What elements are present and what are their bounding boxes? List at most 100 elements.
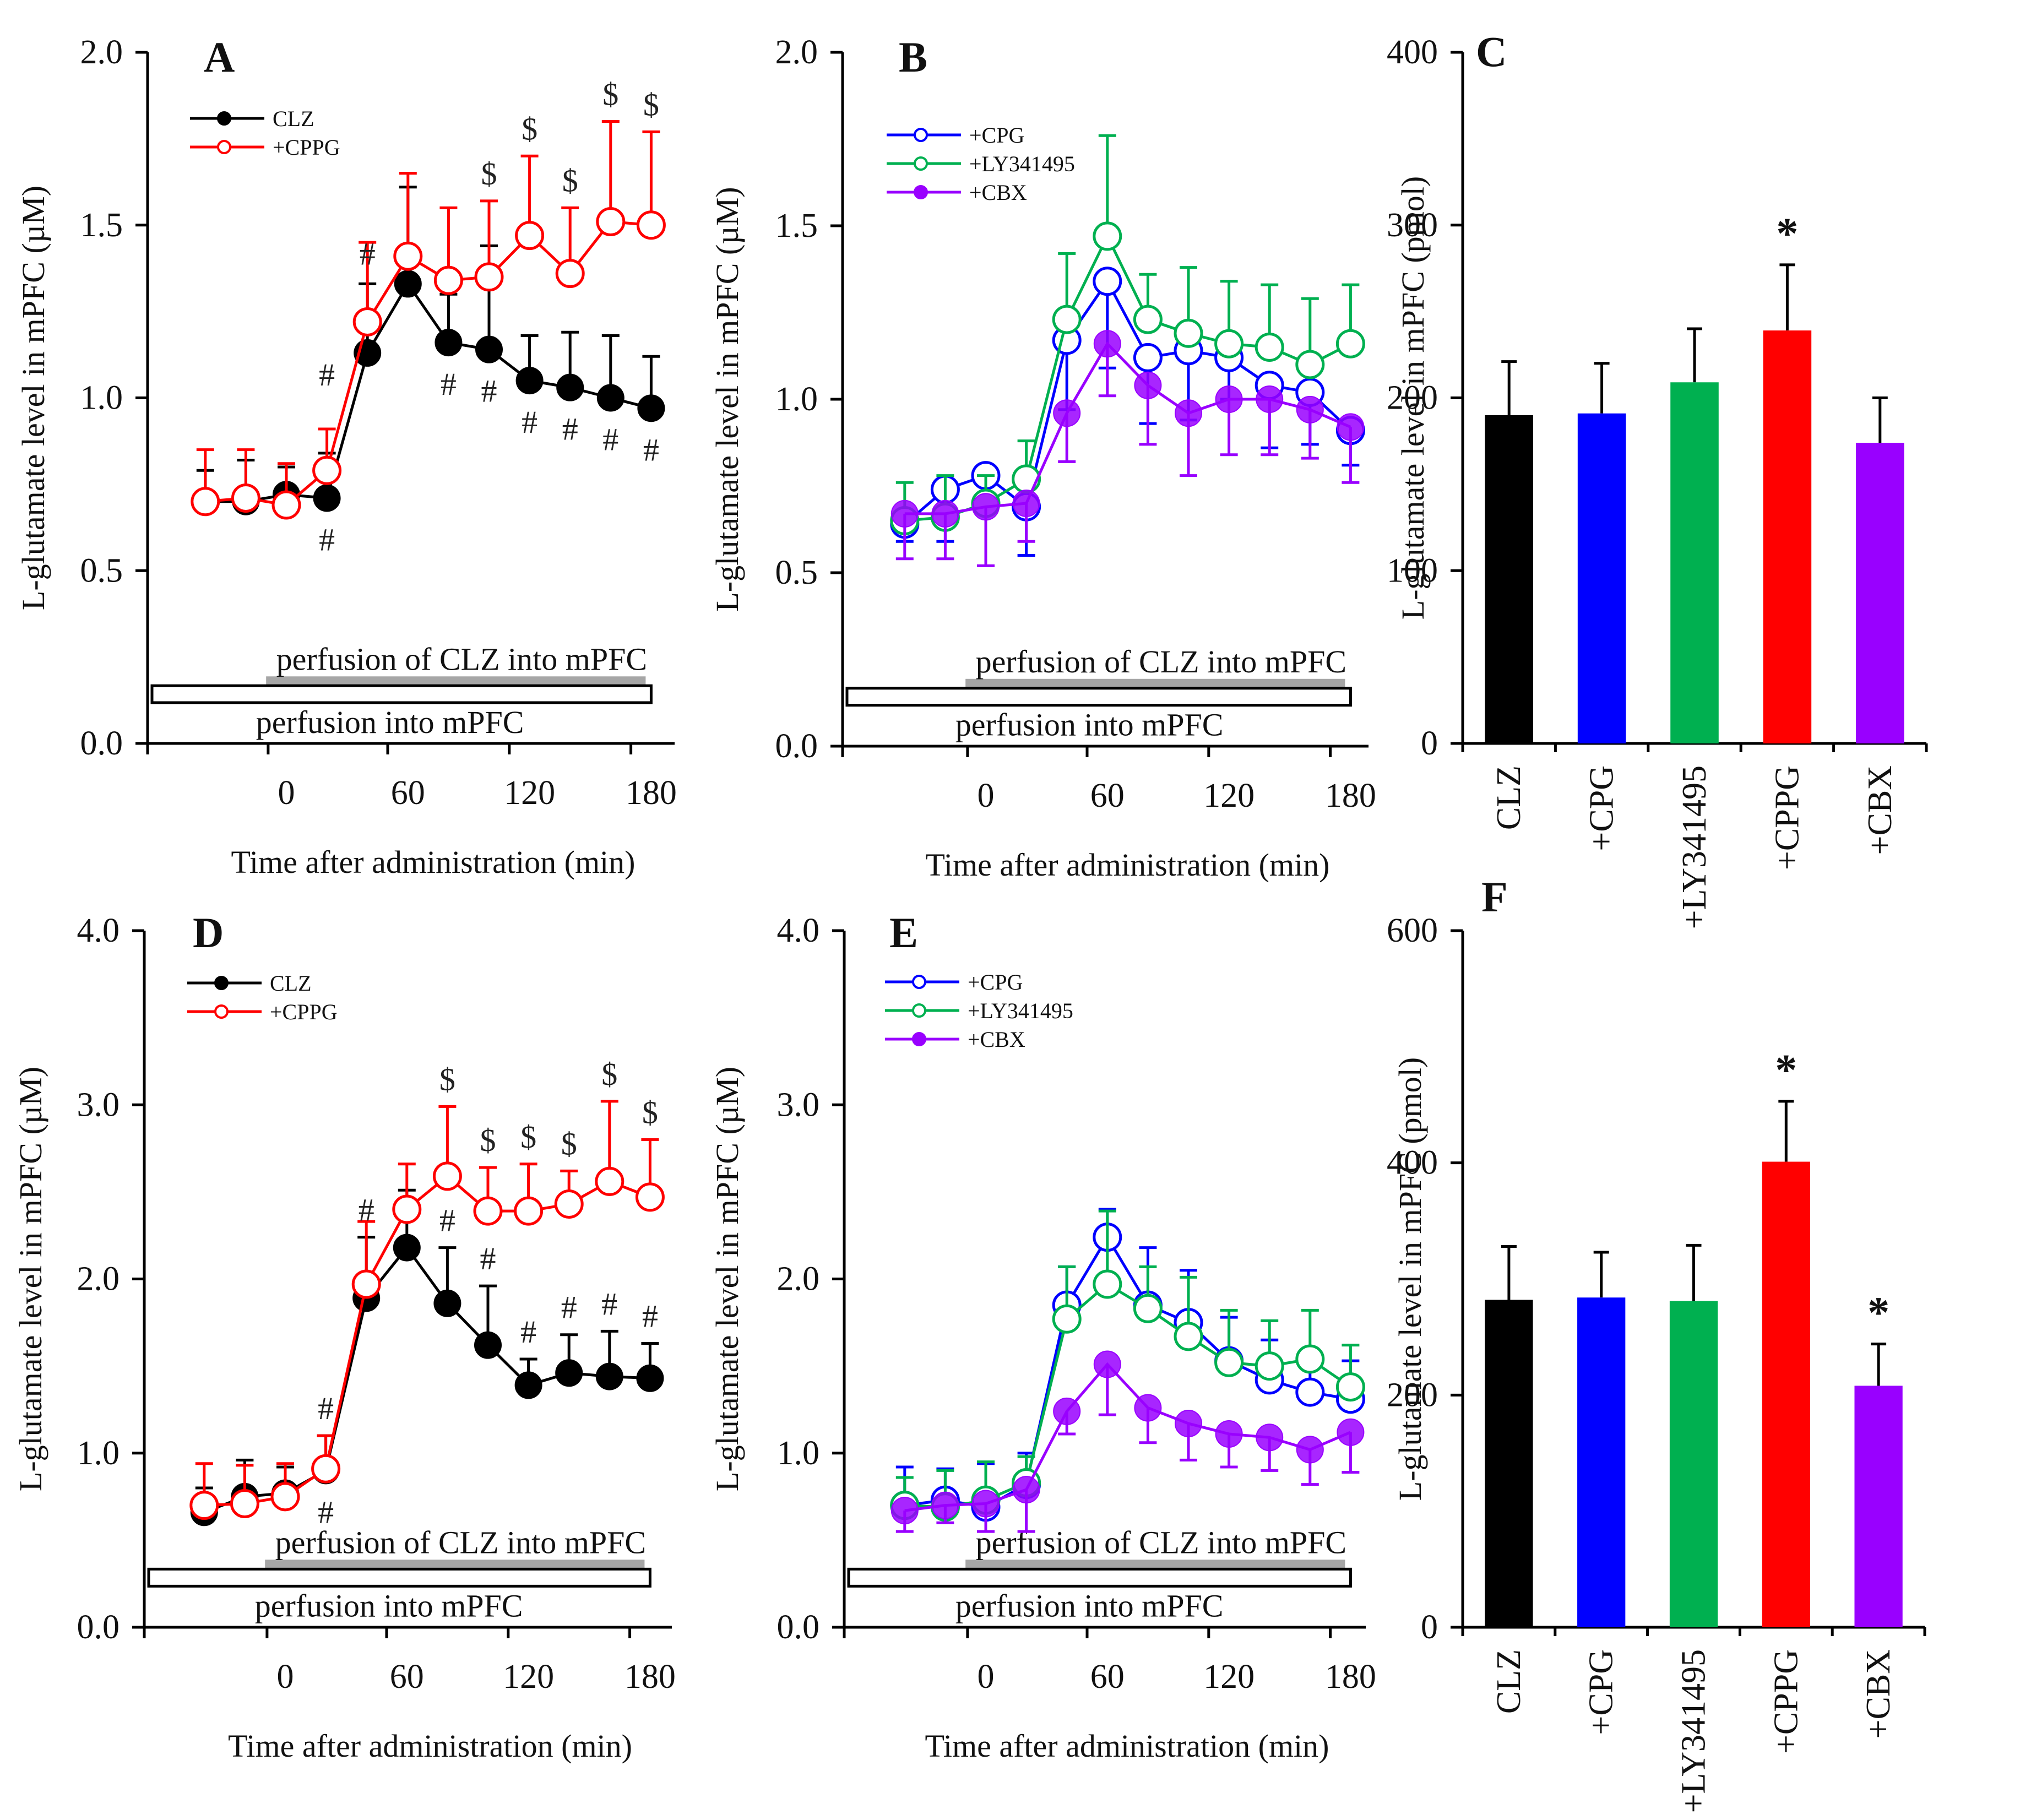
data-point [1175, 1409, 1202, 1437]
x-tick-label: 180 [625, 1658, 676, 1696]
y-tick-label: 400 [1387, 1144, 1438, 1182]
clz-perfusion-label: perfusion of CLZ into mPFC [276, 641, 647, 677]
data-point [1052, 1304, 1082, 1334]
x-tick-label: 120 [504, 774, 555, 812]
hash-annotation: # [561, 1290, 577, 1325]
legend-label: +LY341495 [969, 151, 1075, 176]
category-label: +CPG [1583, 1649, 1620, 1735]
legend-label: +CBX [969, 180, 1027, 205]
data-point [1134, 371, 1162, 399]
data-point [556, 373, 584, 401]
data-point [393, 241, 423, 271]
data-point [270, 1482, 300, 1512]
legend-marker [912, 975, 926, 989]
bar-ly341495 [1670, 382, 1719, 743]
bar-clz [1485, 415, 1533, 743]
perfusion-label: perfusion into mPFC [955, 707, 1224, 743]
y-axis-title: L-glutamate level in mPFC (µM) [709, 187, 745, 611]
x-tick-label: 60 [391, 774, 425, 812]
data-point [1174, 318, 1203, 348]
clz-perfusion-label: perfusion of CLZ into mPFC [976, 644, 1346, 680]
data-point [1053, 399, 1081, 427]
legend-marker [217, 111, 231, 126]
data-point [972, 493, 1000, 521]
data-point [351, 1269, 381, 1299]
x-tick-label: 180 [626, 774, 677, 812]
x-tick-label: 0 [978, 1658, 995, 1696]
legend-label: +CPG [969, 123, 1024, 148]
data-point [1093, 330, 1121, 358]
x-axis-title: Time after administration (min) [231, 844, 635, 880]
category-label: +LY341495 [1676, 765, 1713, 929]
data-point [393, 1234, 421, 1262]
hash-annotation: # [359, 1192, 374, 1228]
data-point [394, 270, 422, 298]
perfusion-label: perfusion into mPFC [255, 1588, 523, 1623]
panel-d: D 0.0 1.0 2.0 3.0 4.0 L-glutamate level in mPF… [13, 909, 676, 1764]
y-axis-title: L-glutamate level in mPFC (pmol) [1395, 176, 1431, 620]
data-point [635, 1182, 665, 1212]
y-axis-title: L-glutamate level in mPFC (µM) [709, 1067, 745, 1491]
data-point [931, 499, 959, 528]
data-point [515, 221, 545, 251]
hash-annotation: # [601, 1286, 617, 1322]
data-point [554, 1189, 584, 1219]
series-line [205, 220, 651, 507]
hash-annotation: # [522, 404, 537, 440]
data-point [271, 490, 301, 520]
x-axis-title: Time after administration (min) [925, 1728, 1329, 1764]
data-point [231, 483, 260, 513]
data-point [1295, 1344, 1325, 1374]
y-tick-label: 600 [1387, 912, 1438, 949]
y-tick-label: 4.0 [77, 912, 120, 949]
panel-letter: B [899, 33, 927, 81]
panel-letter: E [889, 909, 918, 957]
data-point [1215, 385, 1243, 413]
category-label: CLZ [1490, 1649, 1528, 1714]
legend-marker [217, 140, 231, 154]
panel-letter: F [1481, 873, 1508, 921]
clz-perfusion-bar [965, 678, 1345, 688]
hash-annotation: # [360, 236, 376, 271]
hash-annotation: # [520, 1314, 536, 1350]
data-point [637, 394, 665, 422]
data-point [1174, 1322, 1203, 1351]
bar-cbx [1854, 1386, 1903, 1627]
data-point [596, 384, 625, 412]
data-point [191, 487, 220, 517]
y-tick-label: 1.5 [775, 207, 818, 245]
dollar-annotation: $ [480, 1122, 496, 1158]
data-point [1295, 1377, 1325, 1407]
panel-letter: C [1476, 28, 1507, 75]
data-point [311, 1454, 341, 1484]
y-tick-label: 0.0 [80, 725, 123, 762]
data-point [1256, 1424, 1284, 1452]
dollar-annotation: $ [643, 86, 659, 122]
data-point [1335, 329, 1365, 358]
data-point [1175, 399, 1202, 427]
series-line [204, 1174, 651, 1507]
data-point [1335, 1372, 1365, 1402]
series-line [904, 341, 1351, 515]
y-tick-label: 1.0 [777, 1435, 820, 1472]
perfusion-bar [845, 687, 1352, 707]
panel-letter: A [204, 33, 235, 81]
legend-marker [914, 156, 928, 171]
dollar-annotation: $ [602, 77, 618, 112]
x-tick-label: 0 [278, 774, 295, 812]
category-label: +CPG [1583, 765, 1621, 851]
data-point [433, 265, 463, 295]
data-point [1255, 1351, 1284, 1381]
y-tick-label: 2.0 [777, 1261, 820, 1298]
series-line [904, 1234, 1351, 1509]
legend-marker [914, 185, 928, 199]
data-point [1256, 385, 1284, 413]
data-point [890, 1497, 919, 1525]
y-axis-title: L-glutamate level in mPFC (µM) [15, 186, 51, 610]
data-point [1337, 1418, 1365, 1446]
y-axis-title: L-glutamate level in mPFC (µM) [13, 1067, 48, 1491]
dollar-annotation: $ [439, 1061, 455, 1097]
y-tick-label: 0.0 [777, 1609, 820, 1646]
x-tick-label: 60 [390, 1658, 424, 1696]
